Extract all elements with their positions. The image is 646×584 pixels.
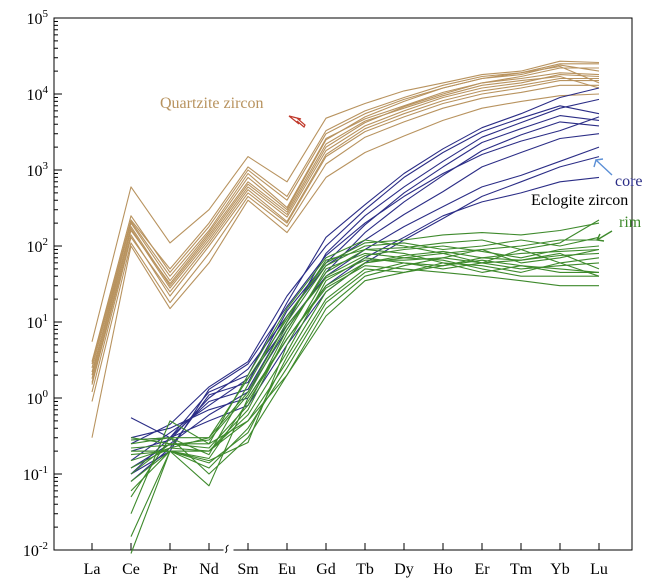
- x-tick-label-nd: Nd: [199, 561, 219, 578]
- quartzite-series-line-10: [91, 93, 600, 438]
- quartzite-series-line-4: [91, 64, 600, 362]
- rim-series-line-3: [130, 262, 600, 514]
- quartzite-series-line-2: [91, 67, 599, 379]
- rim-series-line-14: [130, 248, 600, 492]
- x-tick-label-tb: Tb: [356, 561, 374, 578]
- quartzite-label: Quartzite zircon: [160, 95, 264, 112]
- y-tick-label: 105: [27, 8, 49, 28]
- y-tick-label: 10-1: [23, 464, 48, 484]
- quartzite-series-line-6: [91, 80, 599, 385]
- rim-series-line-16: [131, 259, 600, 452]
- plot-border: [53, 17, 633, 551]
- rim-arrow-icon: [594, 230, 613, 242]
- quartzite-series-line-12: [91, 75, 600, 383]
- x-tick-label-yb: Yb: [550, 561, 570, 578]
- quartzite-series-line-9: [91, 77, 599, 393]
- quartzite-series-line-5: [91, 74, 600, 373]
- core-series-line-10: [130, 156, 600, 441]
- rim-series-line-11: [130, 239, 599, 445]
- x-tick-label-ce: Ce: [122, 561, 140, 578]
- core-series-line-4: [130, 115, 600, 482]
- rim-series-line-13: [130, 252, 600, 449]
- plot-frame: 10-2 10-1 100 101 102 103 104 105 La Ce Pr Nd Sm Eu Gd…: [23, 8, 633, 578]
- x-tick-label-sm: Sm: [237, 561, 259, 578]
- eclogite-label: Eclogite zircon: [531, 192, 628, 209]
- core-series-line-6: [130, 133, 600, 452]
- x-tick-label-dy: Dy: [394, 561, 414, 578]
- x-tick-label-er: Er: [474, 561, 490, 578]
- y-tick-label: 100: [27, 388, 49, 408]
- x-tick-label-lu: Lu: [590, 561, 608, 578]
- quartzite-series-line-3: [91, 60, 600, 342]
- core-series-line-5: [130, 121, 600, 469]
- x-tick-label-la: La: [84, 561, 101, 578]
- rim-series-line-9: [130, 222, 600, 456]
- quartzite-arrow-icon: [288, 115, 306, 128]
- rim-label: rim: [619, 214, 642, 231]
- y-tick-label: 103: [27, 160, 49, 180]
- quartzite-series-line-11: [91, 65, 600, 365]
- core-arrow-icon: [593, 158, 613, 176]
- core-series-line-2: [130, 98, 600, 439]
- rim-series-line-8: [130, 262, 600, 482]
- rim-series-line-4: [130, 248, 600, 498]
- core-series-line-9: [130, 116, 600, 475]
- x-tick-label-tm: Tm: [510, 561, 533, 578]
- rim-series-line-6: [131, 245, 600, 462]
- core-label: core: [615, 173, 643, 190]
- x-tick-label-pr: Pr: [163, 561, 178, 578]
- y-tick-label: 10-2: [23, 540, 48, 560]
- y-tick-label: 104: [27, 84, 49, 104]
- quartzite-series-line-7: [91, 84, 599, 402]
- series-layer: [91, 60, 600, 554]
- annotation-layer: Quartzite zircon core Eclogite zircon ri…: [160, 95, 643, 242]
- y-tick-label: 102: [27, 236, 49, 256]
- x-tick-label-gd: Gd: [316, 561, 336, 578]
- x-tick-label-ho: Ho: [433, 561, 453, 578]
- axis-break-mark: [225, 544, 229, 554]
- core-series-line-3: [130, 105, 600, 445]
- rim-series-line-15: [130, 219, 600, 441]
- quartzite-series-line-8: [91, 72, 600, 376]
- y-tick-label: 101: [27, 312, 49, 332]
- rim-series-line-10: [130, 252, 599, 469]
- core-series-line-1: [130, 87, 600, 475]
- axis-break-gap: [223, 547, 234, 553]
- rim-series-line-12: [130, 265, 599, 460]
- x-tick-label-eu: Eu: [278, 561, 296, 578]
